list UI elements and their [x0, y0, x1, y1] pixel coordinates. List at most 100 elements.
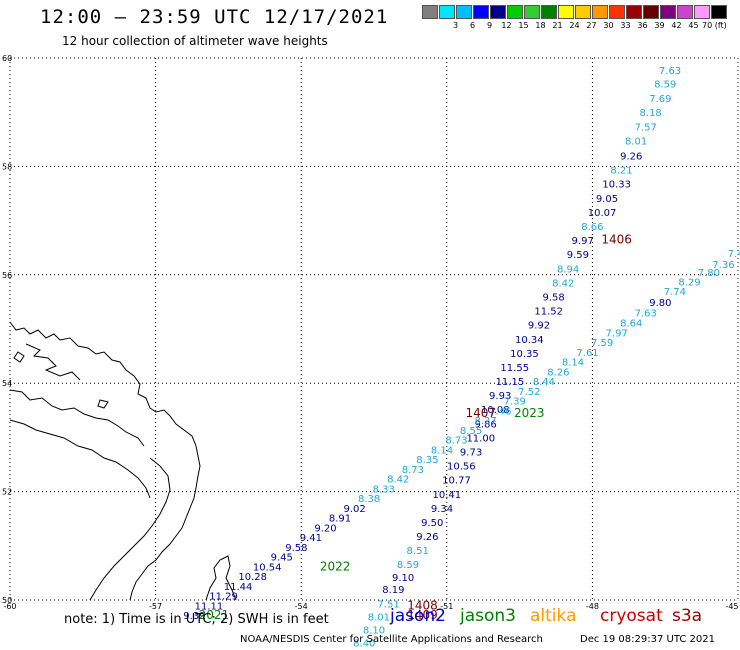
coast-inlet-3 [9, 419, 151, 499]
wave-height-value: 10.34 [515, 335, 544, 346]
axis-tick-labels: -60 -57 -54 -51 -48 -45 60 58 56 54 52 50 [2, 54, 739, 611]
wave-height-value: 9.73 [460, 447, 482, 458]
wave-height-value: 9.50 [421, 518, 443, 529]
latitude-tick-label: 52 [2, 488, 12, 497]
wave-height-value: 9.97 [572, 236, 594, 247]
scale-label: 36 [637, 21, 648, 30]
lake-1 [13, 351, 25, 363]
longitude-tick-label: -51 [440, 602, 453, 611]
wave-height-value: 10.07 [588, 208, 617, 219]
satellite-cryosat: cryosat [600, 606, 663, 626]
wave-height-value: 8.33 [373, 484, 395, 495]
scale-swatch [456, 5, 472, 19]
satellite-jason3: jason3 [460, 606, 516, 626]
wave-height-value: 11.11 [195, 601, 224, 612]
wave-height-value: 8.44 [533, 377, 555, 388]
pass-number: 1406 [601, 233, 632, 247]
wave-height-value: 9.05 [596, 194, 618, 205]
longitude-tick-label: -54 [295, 602, 308, 611]
wave-height-value: 7.57 [635, 122, 657, 133]
pass-number: 2022 [320, 559, 351, 573]
wave-height-value: 8.73 [445, 436, 467, 447]
scale-label: 12 [501, 21, 512, 30]
wave-height-value: 8.29 [678, 277, 700, 288]
map-note: note: 1) Time is in UTC; 2) SWH is in fe… [64, 612, 329, 627]
scale-label: 3 [452, 21, 459, 30]
latitude-tick-label: 54 [2, 379, 12, 388]
scale-label: 45 [688, 21, 699, 30]
satellite-s3a: s3a [672, 606, 703, 626]
scale-label: 33 [620, 21, 631, 30]
pass-number: 1408 [407, 598, 438, 612]
scale-label: 21 [552, 21, 563, 30]
wave-height-value: 8.91 [329, 514, 351, 525]
scale-swatch [677, 5, 693, 19]
wave-height-value: 8.66 [581, 222, 603, 233]
wave-height-value: 7.61 [576, 348, 598, 359]
scale-swatch [592, 5, 608, 19]
wave-height-value: 8.01 [625, 136, 647, 147]
page-subtitle: 12 hour collection of altimeter wave hei… [62, 34, 328, 48]
wave-height-value: 7.69 [649, 94, 671, 105]
wave-height-value: 9.20 [314, 523, 336, 534]
satellite-altika: altika [530, 606, 577, 626]
pass-number: 1407 [465, 406, 496, 420]
latitude-tick-label: 50 [2, 596, 12, 605]
wave-height-value: 9.86 [474, 419, 496, 430]
scale-swatch [507, 5, 523, 19]
wave-height-value: 8.18 [640, 108, 662, 119]
longitude-tick-label: -60 [3, 602, 16, 611]
wave-height-value: 11.15 [496, 377, 525, 388]
wave-height-value: 10.54 [253, 562, 282, 573]
wave-height-value: 9.58 [542, 292, 564, 303]
scale-swatch [609, 5, 625, 19]
wave-height-value: 7.74 [664, 287, 686, 298]
scale-swatch [558, 5, 574, 19]
wave-height-value: 9.10 [392, 573, 414, 584]
wave-height-value: 7.80 [698, 268, 720, 279]
wave-height-value: 10.56 [447, 462, 476, 473]
wave-height-color-scale: 3 6 9 12 15 18 21 24 27 30 33 36 39 42 45 70 (ft) [422, 5, 728, 30]
scale-label: 30 [603, 21, 614, 30]
scale-label: 42 [671, 21, 682, 30]
scale-swatch [541, 5, 557, 19]
wave-height-value: 8.19 [382, 585, 404, 596]
wave-height-value: 7.39 [504, 397, 526, 408]
coastline [9, 321, 237, 601]
wave-height-value: 9.34 [431, 504, 453, 515]
labrador-coastline [9, 321, 201, 601]
longitude-tick-label: -48 [586, 602, 599, 611]
wave-height-value: 10.33 [602, 180, 631, 191]
wave-height-value: 7.63 [635, 309, 657, 320]
pass-number: 2021 [199, 608, 230, 622]
wave-height-value: 8.42 [387, 475, 409, 486]
wave-height-value: 9.41 [300, 533, 322, 544]
scale-label: 15 [518, 21, 529, 30]
scale-label: 24 [569, 21, 580, 30]
page-title: 12:00 – 23:59 UTC 12/17/2021 [40, 6, 389, 28]
scale-swatch [490, 5, 506, 19]
pass-number: 1409 [407, 608, 438, 622]
latitude-tick-label: 58 [2, 162, 12, 171]
scale-swatch [524, 5, 540, 19]
wave-height-value: 10.28 [238, 572, 267, 583]
scale-label: 27 [586, 21, 597, 30]
wave-height-value: 9.80 [649, 298, 671, 309]
footer-timestamp: Dec 19 08:29:37 UTC 2021 [580, 634, 715, 645]
wave-height-value: 8.64 [620, 318, 642, 329]
wave-height-value: 9.58 [285, 543, 307, 554]
longitude-tick-label: -57 [149, 602, 162, 611]
satellite-jason2: jason2 [390, 606, 446, 626]
wave-height-value: 11.52 [534, 307, 563, 318]
wave-height-value: 8.73 [402, 465, 424, 476]
wave-height-value: 10.77 [442, 476, 471, 487]
wave-height-value: 9.45 [271, 553, 293, 564]
scale-label: 70 (ft) [702, 21, 727, 30]
wave-height-value: 11.44 [224, 582, 253, 593]
wave-height-value: 7.36 [712, 260, 734, 271]
scale-swatch [575, 5, 591, 19]
wave-height-value: 10.35 [510, 349, 539, 360]
coast-inlet-2 [9, 389, 145, 447]
wave-height-value: 8.55 [460, 426, 482, 437]
scale-swatch [422, 5, 438, 19]
